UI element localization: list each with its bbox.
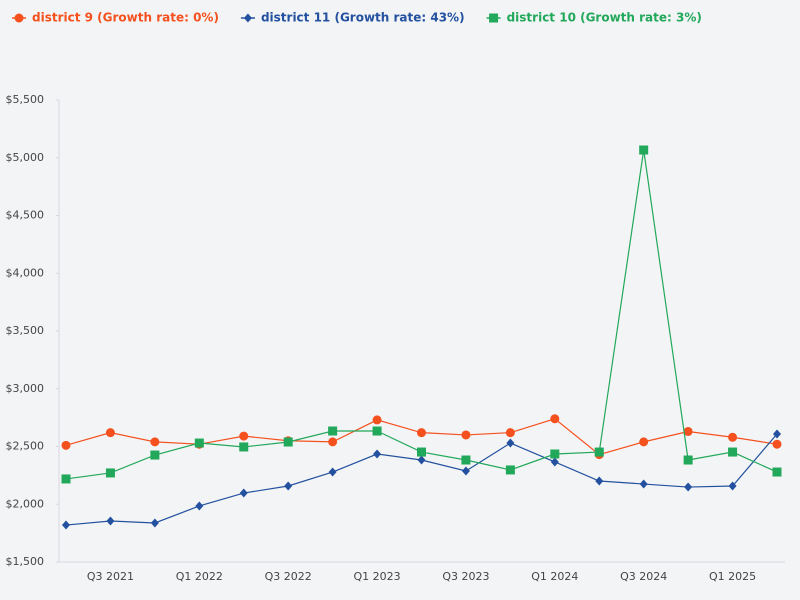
point	[550, 457, 559, 467]
x-tick-label: Q1 2023	[353, 570, 400, 583]
point	[772, 439, 782, 449]
point	[243, 13, 252, 23]
point	[239, 431, 249, 441]
y-tick-label: $4,000	[6, 266, 45, 279]
y-tick-label: $2,500	[6, 440, 45, 453]
point	[417, 455, 426, 465]
point	[239, 442, 249, 452]
point	[194, 438, 204, 448]
point	[728, 432, 738, 442]
point	[594, 447, 604, 457]
point	[372, 415, 382, 425]
point	[728, 481, 737, 491]
x-tick-label: Q3 2023	[442, 570, 489, 583]
x-tick-label: Q3 2022	[265, 570, 312, 583]
legend-entry[interactable]: district 11 (Growth rate: 43%)	[261, 11, 465, 25]
point	[284, 481, 293, 491]
point	[683, 455, 693, 465]
point	[639, 145, 649, 155]
x-tick-label: Q3 2021	[87, 570, 134, 583]
point	[195, 501, 204, 511]
point	[728, 447, 738, 457]
point	[461, 466, 470, 476]
point	[639, 437, 649, 447]
point	[639, 479, 648, 489]
point	[150, 437, 160, 447]
point	[595, 476, 604, 486]
legend-entry[interactable]: district 10 (Growth rate: 3%)	[507, 11, 702, 25]
point	[372, 426, 382, 436]
x-tick-label: Q1 2025	[709, 570, 756, 583]
point	[61, 474, 71, 484]
point	[239, 488, 248, 498]
point	[461, 455, 471, 465]
point	[461, 430, 471, 440]
point	[505, 428, 515, 438]
point	[62, 520, 70, 530]
point	[283, 437, 293, 447]
point	[150, 450, 160, 460]
point	[683, 426, 693, 436]
y-tick-label: $1,500	[6, 555, 45, 568]
point	[328, 467, 337, 477]
point	[772, 467, 782, 477]
point	[105, 428, 115, 438]
point	[328, 426, 338, 436]
x-tick-label: Q3 2024	[620, 570, 667, 583]
point	[14, 13, 24, 23]
y-tick-label: $3,500	[6, 324, 45, 337]
legend-entry[interactable]: district 9 (Growth rate: 0%)	[32, 11, 219, 25]
point	[550, 414, 560, 424]
point	[489, 13, 499, 23]
point	[105, 468, 115, 478]
point	[550, 449, 560, 459]
y-tick-label: $4,500	[6, 209, 45, 222]
point	[150, 518, 159, 528]
y-tick-label: $5,500	[6, 93, 45, 106]
point	[684, 482, 693, 492]
point	[61, 440, 71, 450]
point	[373, 449, 382, 459]
x-tick-label: Q1 2024	[531, 570, 578, 583]
point	[417, 428, 426, 438]
point	[773, 429, 781, 439]
y-tick-label: $3,000	[6, 382, 45, 395]
x-tick-label: Q1 2022	[176, 570, 223, 583]
point	[328, 437, 338, 447]
point	[417, 447, 426, 457]
point	[506, 438, 515, 448]
point	[106, 516, 115, 526]
y-tick-label: $5,000	[6, 151, 45, 164]
point	[505, 465, 515, 475]
y-tick-label: $2,000	[6, 497, 45, 510]
